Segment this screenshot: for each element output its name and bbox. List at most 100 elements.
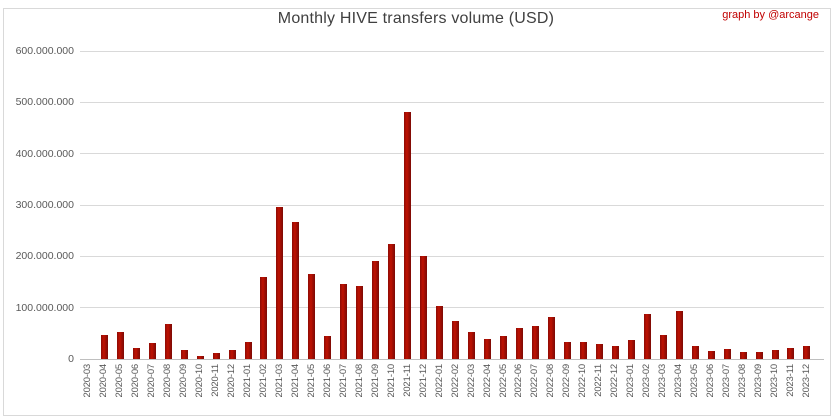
x-tick-label: 2022-07 [529, 364, 541, 398]
gridline [80, 255, 824, 257]
x-tick-label: 2021-11 [401, 364, 413, 397]
x-tick-label: 2021-07 [337, 364, 349, 398]
x-tick-label: 2023-05 [689, 364, 701, 398]
bar-2023-06 [707, 351, 715, 359]
bar-2021-06 [324, 336, 332, 359]
bar-2022-10 [579, 342, 587, 359]
bar-2022-08 [547, 316, 555, 359]
x-tick-label: 2023-09 [753, 364, 765, 398]
bar-2021-03 [276, 206, 284, 359]
y-tick-label: 0 [68, 353, 74, 365]
bar-2023-11 [787, 348, 795, 359]
bar-2021-02 [260, 277, 268, 359]
x-tick-label: 2022-05 [497, 364, 509, 398]
x-tick-label: 2022-02 [449, 364, 461, 398]
y-tick-label: 400.000.000 [15, 147, 74, 160]
bar-2023-08 [739, 352, 747, 359]
bar-2021-09 [372, 261, 380, 359]
bar-2020-11 [212, 353, 220, 359]
x-tick-label: 2023-07 [721, 364, 733, 398]
x-tick-label: 2022-01 [433, 364, 445, 398]
bar-2020-04 [100, 334, 108, 359]
bar-2021-08 [356, 285, 364, 359]
x-tick-label: 2020-08 [162, 364, 174, 398]
y-tick-label: 500.000.000 [15, 96, 74, 109]
x-tick-label: 2023-03 [657, 364, 669, 398]
x-tick-label: 2022-06 [513, 364, 525, 398]
attribution: graph by @arcange [722, 9, 819, 21]
x-tick-label: 2023-10 [769, 364, 780, 398]
bar-2020-07 [148, 343, 156, 359]
bar-2021-11 [404, 112, 412, 359]
gridline [80, 307, 824, 309]
bar-2023-05 [691, 346, 699, 359]
bar-2023-10 [771, 349, 779, 359]
chart-title: Monthly HIVE transfers volume (USD) [277, 10, 555, 27]
x-tick-label: 2020-11 [210, 364, 222, 397]
x-tick-label: 2021-01 [242, 364, 253, 398]
gridline [80, 50, 824, 52]
bar-2021-04 [292, 222, 300, 359]
x-tick-label: 2021-09 [369, 364, 381, 398]
bar-2020-06 [132, 347, 140, 359]
bar-2020-10 [196, 355, 204, 359]
bar-2020-09 [180, 350, 188, 359]
bar-2022-06 [515, 328, 523, 359]
bar-2022-09 [563, 341, 571, 359]
y-tick-label: 300.000.000 [15, 199, 74, 211]
bar-2022-02 [452, 321, 460, 359]
x-tick-label: 2021-05 [305, 364, 317, 398]
x-tick-label: 2021-02 [257, 364, 269, 398]
x-tick-label: 2023-08 [737, 364, 749, 398]
bar-2023-02 [643, 314, 651, 359]
x-tick-label: 2021-03 [273, 364, 285, 398]
x-tick-label: 2021-04 [289, 364, 301, 398]
bar-2022-07 [531, 325, 539, 359]
x-axis-line [80, 359, 824, 360]
bar-2020-05 [116, 332, 124, 359]
bar-2021-12 [420, 255, 428, 359]
x-tick-label: 2023-04 [673, 364, 685, 398]
x-tick-label: 2023-02 [641, 364, 653, 398]
x-tick-label: 2021-12 [417, 364, 429, 398]
bar-2022-11 [595, 343, 603, 359]
bar-2023-09 [755, 352, 763, 359]
bar-2021-05 [308, 274, 316, 359]
x-tick-label: 2022-09 [561, 364, 573, 398]
bar-2023-04 [675, 310, 683, 359]
bar-2022-01 [436, 305, 444, 359]
x-tick-label: 2022-11 [593, 364, 605, 397]
bar-2023-07 [723, 349, 731, 359]
x-tick-label: 2020-04 [98, 364, 110, 398]
bar-2023-12 [803, 346, 811, 359]
x-tick-label: 2020-03 [82, 364, 94, 398]
bar-2021-01 [244, 342, 252, 359]
x-tick-label: 2023-06 [705, 364, 717, 398]
bar-2022-05 [500, 336, 508, 359]
bar-2020-12 [228, 349, 236, 359]
x-tick-label: 2022-12 [609, 364, 621, 398]
x-tick-label: 2023-01 [625, 364, 637, 398]
x-tick-label: 2020-10 [194, 364, 206, 398]
y-tick-label: 600.000.000 [15, 45, 74, 57]
x-tick-label: 2022-08 [545, 364, 557, 398]
bar-2022-12 [611, 345, 619, 359]
x-tick-label: 2020-06 [130, 364, 142, 398]
x-tick-label: 2020-07 [146, 364, 158, 398]
x-tick-label: 2022-10 [577, 364, 589, 398]
bar-2020-08 [164, 324, 172, 359]
bar-2021-07 [340, 283, 348, 359]
gridline [80, 101, 824, 103]
x-tick-label: 2022-04 [481, 364, 493, 398]
x-tick-label: 2020-12 [226, 364, 238, 398]
x-tick-label: 2022-03 [465, 364, 477, 398]
gridline [80, 204, 824, 206]
x-tick-label: 2021-08 [353, 364, 365, 398]
bar-2022-03 [468, 332, 476, 359]
bar-2021-10 [388, 243, 396, 359]
x-tick-label: 2020-05 [114, 364, 126, 398]
y-tick-label: 200.000.000 [15, 250, 74, 263]
gridline [80, 153, 824, 155]
x-tick-label: 2021-10 [385, 364, 397, 398]
x-tick-label: 2021-06 [321, 364, 333, 398]
